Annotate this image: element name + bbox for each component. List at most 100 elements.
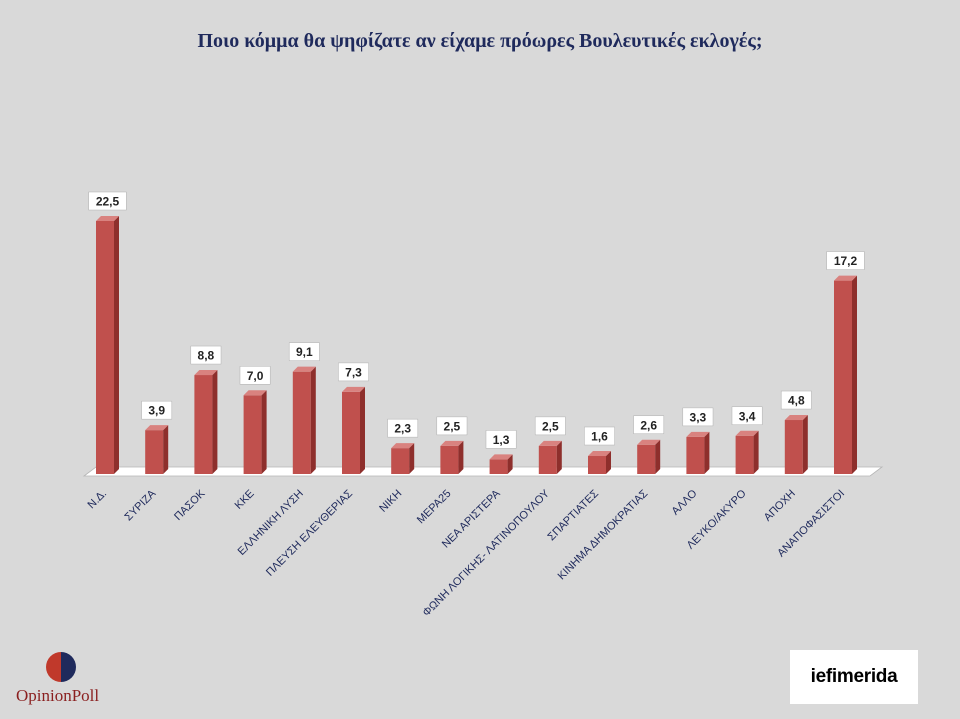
data-label: 3,3 — [682, 407, 714, 427]
bar — [96, 221, 114, 474]
tick-label: ΑΛΛΟ — [670, 487, 700, 517]
data-label-box — [534, 416, 566, 436]
data-label-box — [141, 400, 173, 420]
data-label-text: 9,1 — [296, 345, 313, 359]
opinionpoll-logo-icon — [46, 652, 76, 682]
bar-side — [310, 366, 316, 474]
bar-group — [637, 439, 661, 474]
data-label-box — [780, 390, 812, 410]
bar — [637, 444, 656, 474]
data-label-box — [190, 345, 222, 365]
data-label-text: 3,3 — [690, 410, 707, 424]
tick-label: ΠΑΣΟΚ — [172, 487, 208, 523]
bar-top — [588, 451, 611, 457]
bar — [292, 371, 311, 474]
data-label-text: 7,0 — [247, 369, 264, 383]
data-label-text: 2,3 — [394, 422, 411, 436]
bar-side — [360, 386, 365, 474]
data-label: 1,6 — [584, 426, 615, 446]
bar-top — [96, 216, 119, 221]
data-label-text: 2,5 — [444, 419, 461, 433]
bar-group — [391, 443, 415, 474]
bar-group — [538, 440, 562, 474]
bar — [194, 375, 213, 474]
bar-top — [686, 431, 710, 437]
data-label-text: 3,9 — [148, 404, 165, 418]
data-label-text: 17,2 — [834, 254, 858, 268]
tick-label: ΠΛΕΥΣΗ ΕΛΕΥΘΕΡΙΑΣ — [264, 488, 355, 579]
data-label-box — [239, 366, 271, 385]
bar — [489, 459, 508, 474]
data-label: 2,6 — [633, 415, 665, 435]
data-label: 2,3 — [387, 418, 419, 438]
bar-top — [637, 439, 661, 445]
bar-top — [834, 275, 857, 281]
bar-group — [735, 430, 759, 474]
chart-title: Ποιο κόμμα θα ψηφίζατε αν είχαμε πρόωρες… — [197, 30, 763, 52]
tick-label: ΜΕΡΑ25 — [415, 488, 454, 527]
bar — [784, 420, 803, 474]
bar-side — [409, 443, 415, 474]
bar — [243, 395, 262, 474]
data-label: 22,5 — [88, 191, 127, 211]
bar-group — [292, 366, 316, 474]
bar-side — [802, 415, 808, 474]
bar-group — [834, 275, 857, 474]
bar-group — [243, 390, 267, 474]
bar-top — [440, 440, 464, 446]
opinionpoll-logo-text: OpinionPoll — [16, 686, 100, 705]
bar-side — [606, 451, 611, 474]
bar-side — [458, 440, 464, 474]
bar-group — [588, 451, 611, 474]
bar-top — [538, 440, 562, 446]
data-label-box — [288, 342, 320, 361]
bar-group — [96, 216, 119, 474]
data-label-box — [338, 362, 369, 382]
data-label: 2,5 — [436, 416, 468, 436]
data-label: 7,3 — [338, 362, 369, 382]
bar — [342, 391, 360, 474]
data-label-box — [436, 416, 468, 436]
bar-side — [261, 390, 267, 474]
tick-label: ΑΠΟΧΗ — [762, 488, 798, 524]
bar-side — [753, 430, 759, 474]
bar-top — [145, 425, 169, 431]
bar — [145, 430, 164, 474]
data-label: 7,0 — [239, 366, 271, 385]
bar-side — [212, 370, 218, 474]
data-label-text: 8,8 — [198, 349, 215, 363]
bar — [686, 436, 705, 474]
bar-side — [852, 275, 857, 474]
data-label-text: 4,8 — [788, 394, 805, 408]
bar — [834, 280, 852, 474]
data-label: 9,1 — [288, 342, 320, 361]
data-label-box — [731, 406, 763, 426]
bar-top — [342, 386, 365, 392]
data-label-box — [485, 430, 517, 449]
bar-top — [292, 366, 316, 372]
data-label-text: 2,6 — [640, 418, 657, 432]
opinionpoll-logo: OpinionPoll — [16, 650, 116, 710]
bar-group — [440, 440, 464, 474]
bar-top — [784, 415, 808, 421]
data-label-text: 1,6 — [591, 430, 608, 444]
data-label-box — [682, 407, 714, 427]
bar-side — [114, 216, 119, 474]
data-label-text: 3,4 — [739, 409, 756, 423]
data-label-box — [387, 418, 419, 438]
iefimerida-logo-text: iefimerida — [810, 666, 898, 687]
bar-side — [556, 440, 562, 474]
bar-side — [704, 431, 710, 474]
bar-group — [145, 425, 169, 474]
data-label: 8,8 — [190, 345, 222, 365]
data-label: 3,4 — [731, 406, 763, 426]
tick-label: ΝΙΚΗ — [377, 488, 404, 515]
bar — [391, 448, 410, 474]
tick-label: Ν.Δ. — [85, 488, 109, 512]
chart-floor — [82, 466, 884, 477]
bar-group — [489, 454, 513, 474]
data-label-box — [826, 251, 865, 270]
data-label: 3,9 — [141, 400, 173, 420]
data-label-text: 7,3 — [345, 365, 362, 379]
